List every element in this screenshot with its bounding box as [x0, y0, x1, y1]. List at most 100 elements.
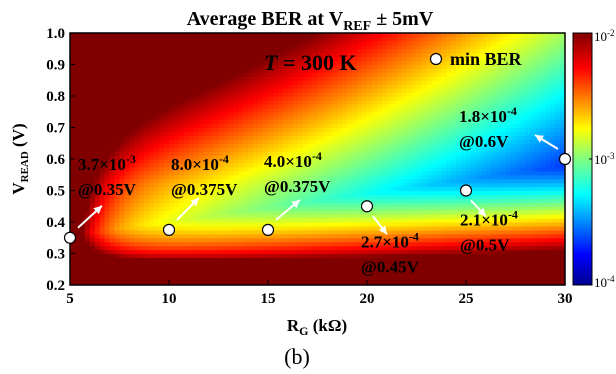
heatmap-cell	[149, 190, 155, 196]
heatmap-cell	[119, 198, 126, 203]
heatmap-cell	[228, 40, 234, 46]
heatmap-cell	[421, 159, 427, 164]
heatmap-cell	[396, 33, 403, 38]
heatmap-cell	[287, 143, 294, 148]
heatmap-cell	[124, 166, 130, 172]
heatmap-cell	[94, 119, 101, 125]
heatmap-cell	[169, 48, 175, 54]
heatmap-cell	[114, 123, 121, 129]
heatmap-cell	[376, 190, 383, 196]
heatmap-cell	[332, 131, 338, 136]
heatmap-cell	[243, 237, 249, 243]
heatmap-cell	[70, 245, 76, 251]
heatmap-cell	[248, 60, 254, 66]
heatmap-cell	[362, 186, 368, 192]
heatmap-cell	[312, 159, 319, 164]
heatmap-cell	[347, 186, 353, 192]
heatmap-cell	[248, 143, 254, 148]
heatmap-cell	[164, 261, 170, 266]
heatmap-cell	[149, 218, 155, 223]
heatmap-cell	[154, 210, 160, 215]
heatmap-cell	[322, 277, 328, 282]
heatmap-cell	[302, 277, 309, 282]
heatmap-cell	[109, 198, 116, 203]
heatmap-cell	[282, 96, 289, 101]
heatmap-cell	[391, 96, 398, 101]
heatmap-cell	[362, 44, 368, 50]
heatmap-cell	[124, 131, 130, 136]
heatmap-cell	[258, 80, 264, 85]
heatmap-cell	[376, 60, 383, 66]
heatmap-cell	[297, 190, 304, 196]
heatmap-cell	[386, 237, 393, 243]
heatmap-cell	[173, 103, 180, 109]
heatmap-cell	[124, 222, 130, 227]
heatmap-cell	[213, 135, 220, 140]
heatmap-cell	[421, 64, 427, 70]
heatmap-cell	[154, 182, 160, 188]
heatmap-cell	[164, 60, 170, 66]
heatmap-cell	[159, 64, 165, 70]
heatmap-cell	[178, 40, 185, 46]
heatmap-cell	[282, 52, 289, 58]
heatmap-cell	[169, 269, 175, 274]
heatmap-cell	[70, 92, 76, 97]
heatmap-cell	[218, 80, 225, 85]
heatmap-cell	[223, 60, 229, 66]
heatmap-cell	[292, 194, 299, 199]
heatmap-cell	[104, 127, 111, 133]
heatmap-cell	[228, 166, 234, 172]
heatmap-cell	[347, 76, 353, 81]
heatmap-cell	[124, 174, 130, 180]
heatmap-cell	[114, 135, 121, 140]
heatmap-cell	[99, 131, 106, 136]
heatmap-cell	[169, 72, 175, 77]
heatmap-cell	[263, 80, 269, 85]
heatmap-cell	[99, 88, 106, 93]
heatmap-cell	[218, 33, 225, 38]
heatmap-cell	[74, 166, 81, 172]
heatmap-cell	[277, 155, 284, 160]
heatmap-cell	[342, 202, 348, 207]
heatmap-cell	[243, 52, 249, 58]
heatmap-cell	[317, 206, 324, 211]
heatmap-cell	[292, 159, 299, 164]
heatmap-cell	[371, 56, 378, 62]
heatmap-cell	[213, 80, 220, 85]
heatmap-cell	[287, 64, 294, 70]
heatmap-cell	[381, 76, 388, 81]
heatmap-cell	[431, 111, 437, 117]
heatmap-cell	[238, 269, 244, 274]
heatmap-cell	[411, 159, 418, 164]
heatmap-cell	[154, 170, 160, 176]
heatmap-cell	[282, 174, 289, 180]
heatmap-cell	[134, 253, 140, 259]
heatmap-cell	[243, 127, 249, 133]
heatmap-cell	[401, 135, 408, 140]
heatmap-cell	[268, 127, 274, 133]
heatmap-cell	[337, 257, 343, 262]
heatmap-cell	[337, 92, 343, 97]
heatmap-cell	[431, 202, 437, 207]
heatmap-cell	[208, 159, 215, 164]
heatmap-cell	[287, 245, 294, 251]
heatmap-cell	[208, 162, 215, 168]
heatmap-cell	[272, 92, 279, 97]
heatmap-cell	[391, 40, 398, 46]
heatmap-cell	[411, 52, 418, 58]
heatmap-cell	[362, 80, 368, 85]
heatmap-cell	[268, 277, 274, 282]
heatmap-cell	[94, 99, 101, 105]
heatmap-cell	[406, 237, 413, 243]
heatmap-cell	[79, 194, 86, 199]
heatmap-cell	[79, 155, 86, 160]
heatmap-cell	[144, 269, 150, 274]
heatmap-cell	[129, 166, 135, 172]
heatmap-cell	[446, 273, 452, 278]
heatmap-cell	[421, 72, 427, 77]
heatmap-cell	[134, 127, 140, 133]
heatmap-cell	[169, 166, 175, 172]
heatmap-cell	[89, 253, 96, 259]
heatmap-cell	[416, 190, 423, 196]
heatmap-cell	[213, 265, 220, 270]
